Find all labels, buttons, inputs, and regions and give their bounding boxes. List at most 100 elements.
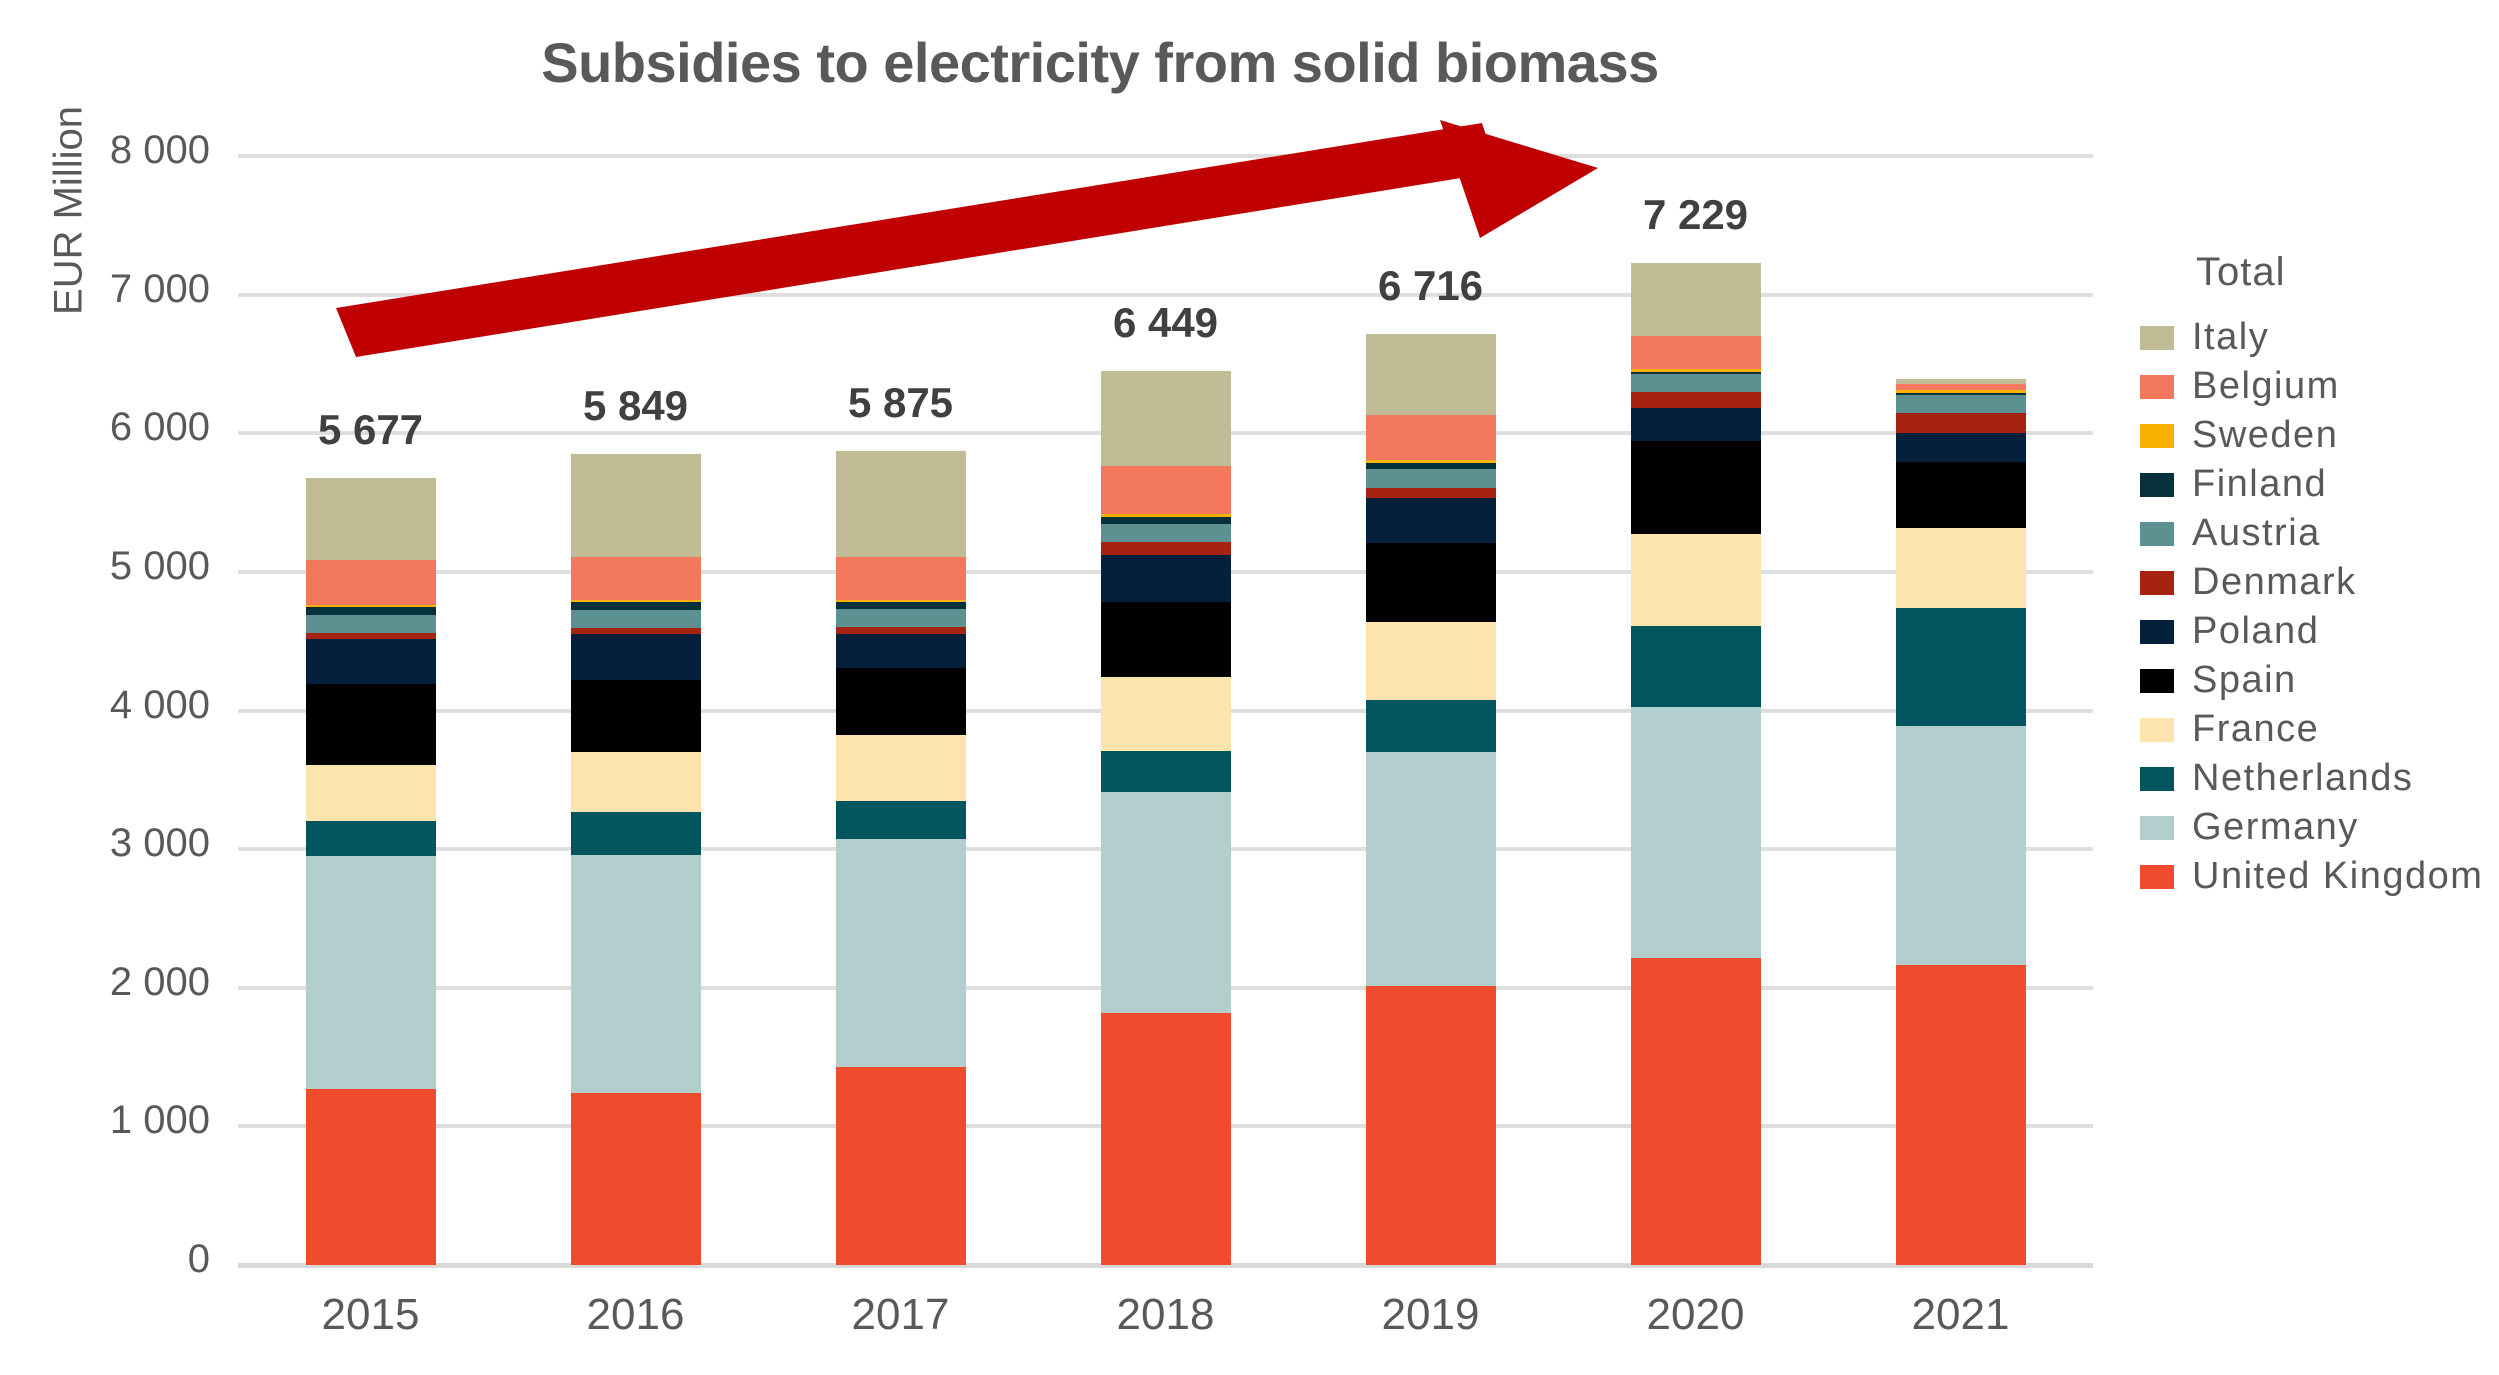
bar-segment-finland: [1100, 516, 1231, 525]
legend-swatch-icon: [2140, 521, 2174, 546]
legend-swatch-icon: [2140, 668, 2174, 693]
bar-total-label-2020: 7 229: [1642, 190, 1749, 238]
legend-item-spain[interactable]: Spain: [2140, 656, 2499, 705]
legend-label: Denmark: [2192, 561, 2357, 603]
bar-segment-united-kingdom: [1630, 957, 1761, 1265]
legend-swatch-icon: [2140, 472, 2174, 497]
bar-segment-finland: [1895, 393, 2026, 396]
legend-swatch-icon: [2140, 864, 2174, 889]
x-axis-tick-label-2015: 2015: [321, 1290, 420, 1339]
legend-label: United Kingdom: [2192, 855, 2484, 897]
legend-label: Poland: [2192, 610, 2320, 652]
legend-item-belgium[interactable]: Belgium: [2140, 362, 2499, 411]
bar-segment-spain: [1630, 440, 1761, 534]
bar-segment-denmark: [570, 628, 701, 635]
bar-stack: [570, 454, 701, 1265]
y-axis-tick-label: 5 000: [109, 543, 210, 588]
y-axis-tick-label: 6 000: [109, 405, 210, 450]
bar-segment-austria: [835, 608, 966, 627]
legend-swatch-icon: [2140, 325, 2174, 350]
bar-segment-finland: [835, 602, 966, 609]
legend-swatch-icon: [2140, 570, 2174, 595]
bar-stack: [835, 450, 966, 1265]
bar-segment-italy: [1895, 379, 2026, 385]
bar-segment-poland: [1630, 408, 1761, 441]
bar-segment-france: [1100, 676, 1231, 752]
bar-stack: [1630, 262, 1761, 1265]
bar-segment-netherlands: [1895, 607, 2026, 727]
bar-stack: [1100, 370, 1231, 1265]
bar-segment-denmark: [1630, 392, 1761, 409]
bar-segment-belgium: [835, 557, 966, 600]
legend-label: France: [2192, 708, 2320, 750]
legend-item-germany[interactable]: Germany: [2140, 803, 2499, 852]
bar-segment-france: [570, 752, 701, 813]
bar-segment-france: [1630, 533, 1761, 626]
bar-stack: [305, 478, 436, 1265]
legend-label: Spain: [2192, 659, 2297, 701]
bar-total-label-2015: 5 677: [317, 406, 424, 454]
bar-segment-netherlands: [1100, 751, 1231, 792]
legend-item-denmark[interactable]: Denmark: [2140, 558, 2499, 607]
bar-segment-belgium: [570, 556, 701, 600]
bar-segment-germany: [1630, 707, 1761, 958]
x-axis-tick-label-2019: 2019: [1381, 1290, 1480, 1339]
bar-segment-poland: [305, 639, 436, 684]
legend-swatch-icon: [2140, 766, 2174, 791]
bar-segment-spain: [835, 668, 966, 735]
x-axis-tick-label-2018: 2018: [1116, 1290, 1215, 1339]
bar-segment-spain: [305, 683, 436, 765]
x-axis-tick-label-2016: 2016: [586, 1290, 685, 1339]
bar-segment-denmark: [1100, 542, 1231, 555]
legend-item-united-kingdom[interactable]: United Kingdom: [2140, 852, 2499, 901]
legend: Total Italy Belgium Sweden Finland Austria De…: [2140, 250, 2499, 901]
bar-segment-poland: [570, 634, 701, 681]
bar-segment-denmark: [305, 632, 436, 640]
bar-segment-sweden: [305, 604, 436, 608]
bar-segment-sweden: [1365, 460, 1496, 464]
bar-segment-denmark: [1365, 488, 1496, 499]
chart-title: Subsidies to electricity from solid biom…: [541, 31, 1659, 94]
y-axis-tick-label: 8 000: [109, 128, 210, 172]
bar-segment-belgium: [305, 560, 436, 605]
bar-segment-spain: [1100, 602, 1231, 677]
bar-segment-spain: [570, 680, 701, 753]
bar-segment-germany: [835, 839, 966, 1067]
bar-segment-italy: [570, 454, 701, 557]
x-axis-tick-label-2020: 2020: [1646, 1290, 1745, 1339]
bar-segment-poland: [1100, 554, 1231, 603]
legend-item-italy[interactable]: Italy: [2140, 313, 2499, 362]
bar-segment-netherlands: [1365, 700, 1496, 753]
legend-item-poland[interactable]: Poland: [2140, 607, 2499, 656]
legend-item-finland[interactable]: Finland: [2140, 460, 2499, 509]
bar-segment-italy: [305, 478, 436, 561]
bar-segment-belgium: [1895, 384, 2026, 391]
bar-segment-austria: [1630, 374, 1761, 393]
bar-segment-spain: [1365, 543, 1496, 623]
bar-segment-poland: [1895, 432, 2026, 463]
y-axis-tick-label: 0: [187, 1237, 210, 1281]
bar-segment-austria: [1100, 524, 1231, 543]
legend-swatch-icon: [2140, 374, 2174, 399]
bar-segment-italy: [1630, 262, 1761, 336]
bar-segment-poland: [1365, 498, 1496, 544]
legend-item-france[interactable]: France: [2140, 705, 2499, 754]
legend-label: Italy: [2192, 316, 2270, 358]
bar-segment-italy: [1365, 334, 1496, 415]
legend-item-austria[interactable]: Austria: [2140, 509, 2499, 558]
legend-item-sweden[interactable]: Sweden: [2140, 411, 2499, 460]
bar-segment-netherlands: [305, 821, 436, 857]
bar-total-label-2018: 6 449: [1112, 298, 1219, 346]
bar-segment-netherlands: [1630, 625, 1761, 708]
bar-segment-austria: [1365, 468, 1496, 489]
bar-segment-italy: [835, 450, 966, 558]
bar-segment-belgium: [1630, 335, 1761, 369]
legend-item-netherlands[interactable]: Netherlands: [2140, 754, 2499, 803]
legend-label: Netherlands: [2192, 757, 2414, 799]
bar-stack: [1895, 379, 2026, 1265]
bar-segment-sweden: [570, 599, 701, 603]
bar-segment-denmark: [835, 626, 966, 634]
bar-segment-united-kingdom: [305, 1088, 436, 1265]
legend-items: Italy Belgium Sweden Finland Austria Denmark P…: [2140, 313, 2499, 901]
bar-segment-austria: [570, 610, 701, 629]
